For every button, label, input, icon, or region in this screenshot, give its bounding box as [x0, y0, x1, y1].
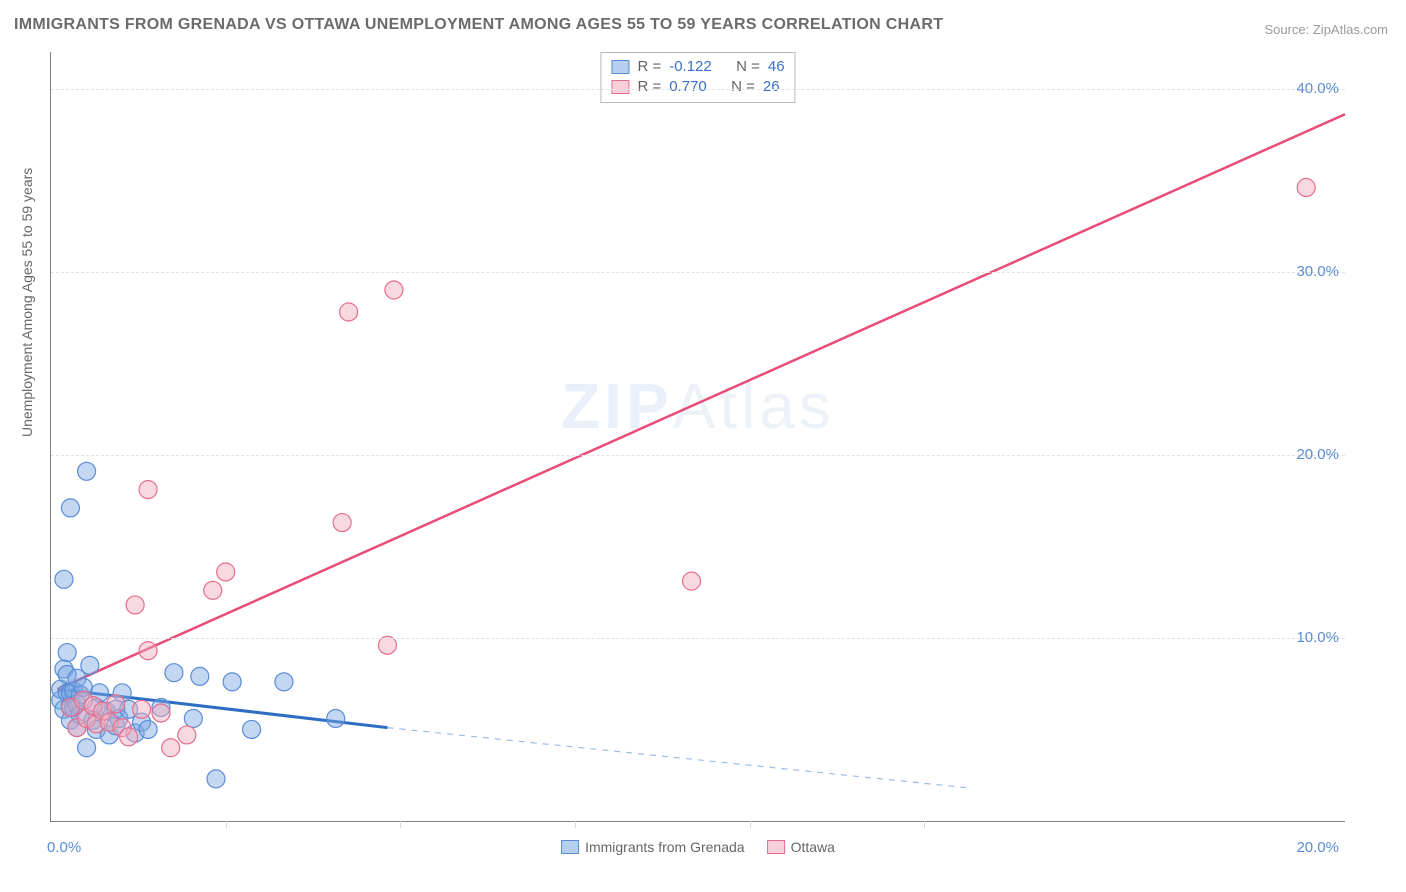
n-label: N =	[731, 77, 755, 97]
y-axis-label: Unemployment Among Ages 55 to 59 years	[19, 167, 35, 436]
data-point	[207, 770, 225, 788]
source-attribution: Source: ZipAtlas.com	[1264, 22, 1388, 37]
y-tick-label: 30.0%	[1296, 263, 1339, 280]
data-point	[178, 726, 196, 744]
data-point	[327, 709, 345, 727]
data-point	[217, 563, 235, 581]
swatch-blue	[561, 840, 579, 854]
data-point	[275, 673, 293, 691]
legend-item-pink: Ottawa	[767, 839, 835, 855]
legend-series: Immigrants from Grenada Ottawa	[561, 839, 835, 855]
n-value: 46	[768, 57, 785, 77]
r-value: -0.122	[669, 57, 712, 77]
data-point	[340, 303, 358, 321]
data-point	[333, 514, 351, 532]
data-point	[78, 739, 96, 757]
legend-label: Ottawa	[791, 839, 835, 855]
data-point	[162, 739, 180, 757]
legend-row-blue: R = -0.122 N = 46	[611, 57, 784, 77]
data-point	[61, 499, 79, 517]
data-point	[126, 596, 144, 614]
chart-svg	[51, 52, 1345, 821]
legend-correlation: R = -0.122 N = 46 R = 0.770 N = 26	[600, 52, 795, 103]
swatch-blue	[611, 60, 629, 74]
data-point	[385, 281, 403, 299]
data-point	[191, 667, 209, 685]
data-point	[81, 656, 99, 674]
data-point	[133, 700, 151, 718]
data-point	[204, 581, 222, 599]
data-point	[55, 570, 73, 588]
data-point	[378, 636, 396, 654]
data-point	[184, 709, 202, 727]
data-point	[139, 720, 157, 738]
chart-title: IMMIGRANTS FROM GRENADA VS OTTAWA UNEMPL…	[14, 16, 943, 34]
plot-area: Unemployment Among Ages 55 to 59 years Z…	[50, 52, 1345, 822]
y-tick-label: 40.0%	[1296, 80, 1339, 97]
r-label: R =	[637, 77, 661, 97]
y-tick-label: 20.0%	[1296, 446, 1339, 463]
data-point	[243, 720, 261, 738]
data-point	[139, 481, 157, 499]
legend-item-blue: Immigrants from Grenada	[561, 839, 745, 855]
data-point	[683, 572, 701, 590]
data-point	[58, 644, 76, 662]
swatch-pink	[767, 840, 785, 854]
legend-row-pink: R = 0.770 N = 26	[611, 77, 784, 97]
r-label: R =	[637, 57, 661, 77]
n-value: 26	[763, 77, 780, 97]
data-point	[139, 642, 157, 660]
data-point	[152, 704, 170, 722]
data-point	[107, 695, 125, 713]
y-tick-label: 10.0%	[1296, 629, 1339, 646]
data-point	[223, 673, 241, 691]
x-tick-label: 0.0%	[47, 839, 81, 856]
n-label: N =	[736, 57, 760, 77]
legend-label: Immigrants from Grenada	[585, 839, 745, 855]
data-point	[78, 462, 96, 480]
data-point	[165, 664, 183, 682]
r-value: 0.770	[669, 77, 707, 97]
x-tick-label: 20.0%	[1296, 839, 1339, 856]
swatch-pink	[611, 80, 629, 94]
data-point	[1297, 178, 1315, 196]
data-point	[120, 728, 138, 746]
